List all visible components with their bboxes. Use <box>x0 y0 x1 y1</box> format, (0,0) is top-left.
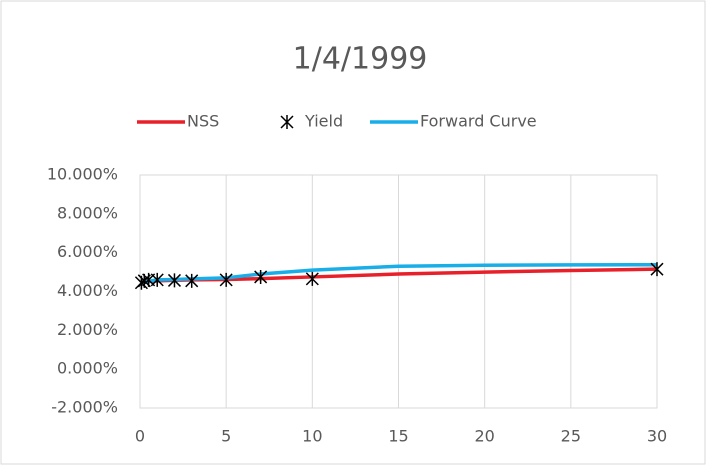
yield-marker <box>185 273 199 288</box>
x-tick-label: 5 <box>221 427 231 446</box>
yield-marker <box>254 269 268 284</box>
chart-title: 1/4/1999 <box>293 42 428 77</box>
y-tick-label: 0.000% <box>57 359 118 378</box>
y-tick-label: -2.000% <box>51 398 118 417</box>
yield-marker <box>305 271 319 286</box>
x-tick-label: 25 <box>561 427 581 446</box>
x-tick-label: 20 <box>474 427 494 446</box>
legend-label: Forward Curve <box>420 112 537 131</box>
yield-marker <box>219 272 233 287</box>
y-tick-label: 8.000% <box>57 203 118 222</box>
y-tick-label: 10.000% <box>47 165 118 184</box>
x-tick-label: 0 <box>135 427 145 446</box>
y-tick-label: 4.000% <box>57 281 118 300</box>
legend-label: NSS <box>187 112 219 131</box>
yield-marker <box>650 262 664 277</box>
x-tick-label: 10 <box>302 427 322 446</box>
x-tick-label: 15 <box>388 427 408 446</box>
y-tick-label: 2.000% <box>57 320 118 339</box>
legend-marker <box>280 115 294 129</box>
x-tick-label: 30 <box>647 427 667 446</box>
legend-label: Yield <box>304 112 343 131</box>
plot-frame <box>139 174 658 409</box>
yield-marker <box>150 272 164 287</box>
yield-marker <box>167 273 181 288</box>
y-tick-label: 6.000% <box>57 242 118 261</box>
